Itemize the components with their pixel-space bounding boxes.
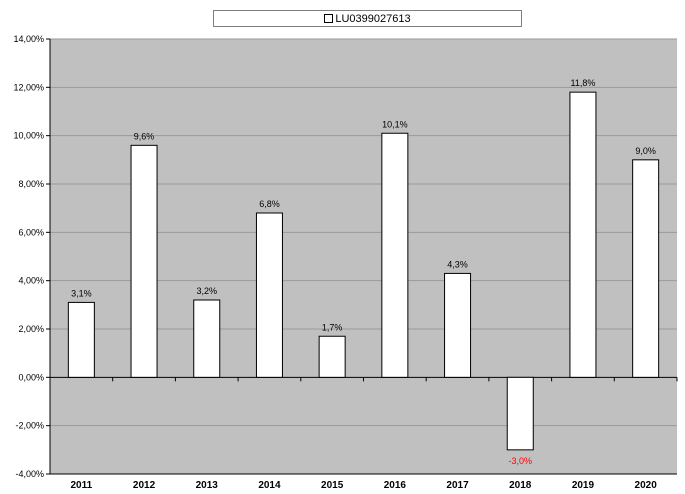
bar — [632, 159, 660, 378]
data-label: -3,0% — [508, 456, 532, 466]
x-tick-label: 2016 — [384, 480, 407, 491]
data-label: 9,6% — [134, 131, 155, 141]
y-tick-label: 0,00% — [18, 372, 44, 382]
data-label: 9,0% — [635, 146, 656, 156]
legend-swatch — [324, 14, 334, 23]
y-tick-label: 8,00% — [18, 179, 44, 189]
y-tick-label: 4,00% — [18, 276, 44, 286]
bar — [569, 91, 597, 378]
data-label: 10,1% — [382, 119, 408, 129]
bar — [193, 299, 221, 378]
y-tick-label: 14,00% — [13, 34, 44, 44]
data-label: 3,1% — [71, 288, 92, 298]
bar — [318, 335, 346, 378]
data-label: 1,7% — [322, 322, 343, 332]
y-tick-label: 6,00% — [18, 227, 44, 237]
y-tick-label: 10,00% — [13, 131, 44, 141]
legend-label: LU0399027613 — [335, 12, 411, 25]
x-tick-label: 2017 — [446, 480, 469, 491]
x-tick-label: 2014 — [258, 480, 281, 491]
bar — [444, 272, 472, 378]
x-tick-label: 2013 — [196, 480, 219, 491]
bar — [67, 301, 95, 378]
y-tick-label: 12,00% — [13, 82, 44, 92]
data-label: 4,3% — [447, 259, 468, 269]
bar — [130, 144, 158, 378]
y-tick-label: -2,00% — [15, 421, 44, 431]
x-tick-label: 2011 — [70, 480, 92, 491]
x-tick-label: 2012 — [133, 480, 156, 491]
bar — [255, 212, 283, 378]
data-label: 3,2% — [196, 286, 217, 296]
x-tick-label: 2018 — [509, 480, 532, 491]
legend: LU0399027613 — [213, 10, 522, 27]
bar — [381, 132, 409, 378]
data-label: 11,8% — [571, 78, 596, 88]
data-label: 6,8% — [259, 199, 280, 209]
y-tick-label: -4,00% — [15, 469, 44, 479]
x-tick-label: 2019 — [572, 480, 595, 491]
x-tick-label: 2015 — [321, 480, 344, 491]
y-tick-label: 2,00% — [18, 324, 44, 334]
x-tick-label: 2020 — [635, 480, 658, 491]
bar — [506, 376, 534, 451]
